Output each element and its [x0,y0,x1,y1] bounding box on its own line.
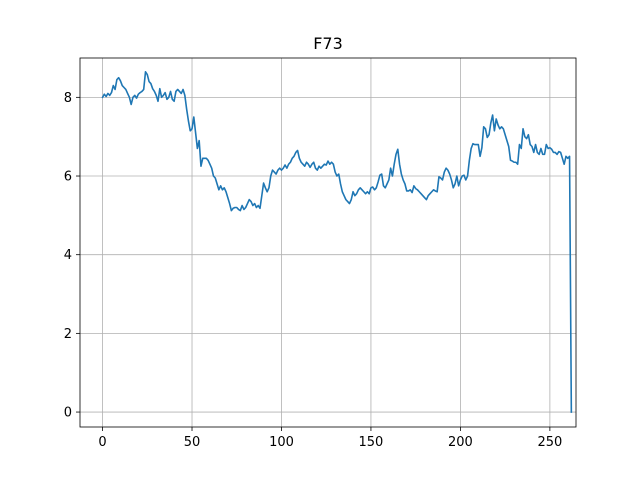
grid-lines [80,58,576,427]
y-tick-label: 0 [64,406,72,421]
y-tick-label: 6 [64,170,72,185]
y-tick-label: 2 [64,327,72,342]
plot-area [101,70,573,413]
axes-frame [79,57,577,428]
x-axis: 0 50 100 150 200 250 [98,427,562,450]
series-line [101,70,573,413]
y-tick-label: 4 [64,248,72,263]
x-tick-label: 250 [537,435,562,450]
x-tick-label: 0 [98,435,106,450]
x-tick-label: 200 [448,435,473,450]
y-axis: 0 2 4 6 8 [64,91,80,421]
x-tick-label: 50 [184,435,201,450]
y-tick-label: 8 [64,91,72,106]
x-tick-label: 150 [359,435,384,450]
chart-title: F73 [313,34,343,53]
x-tick-label: 100 [269,435,294,450]
